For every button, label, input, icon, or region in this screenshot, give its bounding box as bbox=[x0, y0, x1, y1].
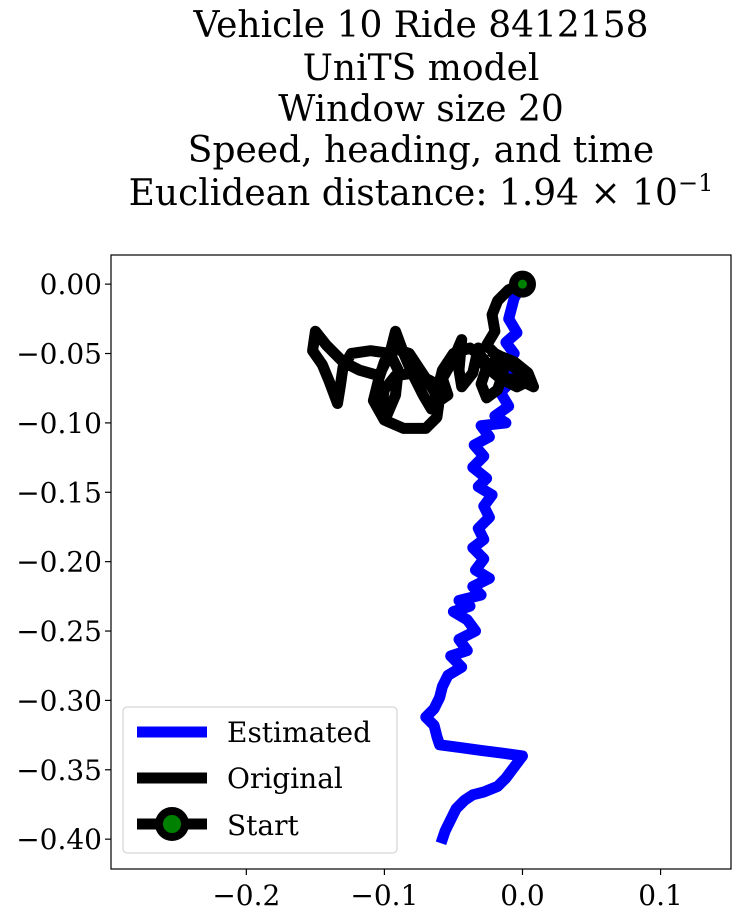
distance-exponent: −1 bbox=[678, 169, 713, 197]
marker-layer bbox=[508, 270, 536, 298]
title-line-4: Speed, heading, and time bbox=[188, 130, 654, 171]
series-original-line bbox=[307, 279, 539, 434]
distance-label: Euclidean distance: 1.94 bbox=[129, 173, 579, 214]
y-tick-label: −0.20 bbox=[16, 546, 102, 579]
y-tick-label: −0.10 bbox=[16, 407, 102, 440]
legend-estimated-label: Estimated bbox=[227, 716, 371, 749]
y-tick-label: −0.25 bbox=[16, 615, 102, 648]
title-line-1: Vehicle 10 Ride 8412158 bbox=[192, 5, 648, 46]
x-axis: −0.2 −0.1 0.0 0.1 bbox=[212, 869, 683, 912]
y-tick-label: −0.30 bbox=[16, 684, 102, 717]
chart-title: Vehicle 10 Ride 8412158 UniTS model Wind… bbox=[129, 5, 714, 214]
series-layer bbox=[307, 279, 539, 846]
x-tick-label: −0.2 bbox=[212, 879, 280, 912]
x-tick-label: −0.1 bbox=[350, 879, 418, 912]
distance-times: × 10 bbox=[579, 173, 678, 214]
y-tick-label: 0.00 bbox=[40, 268, 102, 301]
title-line-2: UniTS model bbox=[303, 48, 540, 89]
y-tick-label: −0.35 bbox=[16, 754, 102, 787]
y-tick-label: −0.15 bbox=[16, 476, 102, 509]
y-tick-label: −0.05 bbox=[16, 338, 102, 371]
series-start-marker bbox=[508, 270, 536, 298]
y-axis: 0.00 −0.05 −0.10 −0.15 −0.20 −0.25 −0.30 −0.35 −… bbox=[16, 268, 111, 856]
legend-original-label: Original bbox=[227, 762, 343, 795]
legend-start-label: Start bbox=[227, 809, 300, 842]
x-tick-label: 0.1 bbox=[638, 879, 683, 912]
legend-start-marker bbox=[155, 807, 189, 841]
title-line-3: Window size 20 bbox=[278, 89, 564, 130]
title-line-5: Euclidean distance: 1.94 × 10−1 bbox=[129, 169, 714, 214]
y-tick-label: −0.40 bbox=[16, 823, 102, 856]
legend: Estimated Original Start bbox=[122, 706, 398, 854]
x-tick-label: 0.0 bbox=[500, 879, 545, 912]
legend-box bbox=[122, 706, 398, 854]
series-estimated-line bbox=[420, 281, 528, 846]
